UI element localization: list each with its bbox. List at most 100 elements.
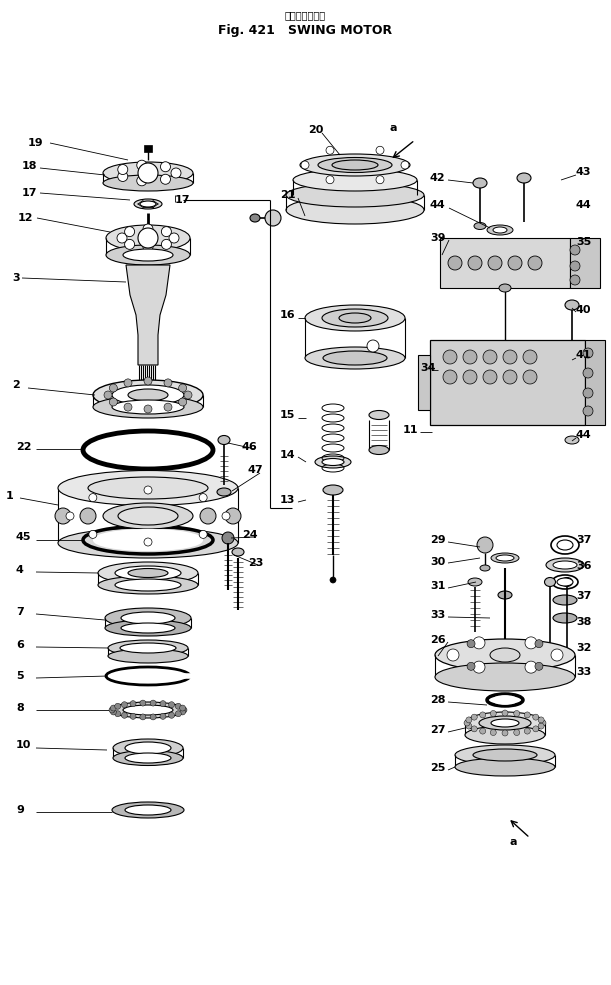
Circle shape <box>524 712 530 718</box>
Ellipse shape <box>435 663 575 691</box>
Ellipse shape <box>517 173 531 183</box>
Circle shape <box>140 714 146 720</box>
Ellipse shape <box>499 284 511 292</box>
Circle shape <box>514 710 520 716</box>
Ellipse shape <box>125 753 171 763</box>
Ellipse shape <box>103 175 193 191</box>
Text: 12: 12 <box>18 213 34 223</box>
Circle shape <box>143 224 153 234</box>
Text: 42: 42 <box>430 173 445 183</box>
Circle shape <box>525 637 537 649</box>
Circle shape <box>169 233 179 243</box>
Text: 37: 37 <box>576 535 591 545</box>
Circle shape <box>490 710 496 716</box>
Circle shape <box>525 661 537 673</box>
Circle shape <box>463 370 477 384</box>
Ellipse shape <box>473 178 487 188</box>
Circle shape <box>488 256 502 270</box>
Circle shape <box>125 227 134 236</box>
Circle shape <box>477 537 493 553</box>
Circle shape <box>468 256 482 270</box>
Ellipse shape <box>305 347 405 369</box>
Text: 8: 8 <box>16 703 24 713</box>
Text: 22: 22 <box>16 442 32 452</box>
Circle shape <box>164 379 172 387</box>
Text: 27: 27 <box>430 725 445 735</box>
Circle shape <box>535 662 543 671</box>
Circle shape <box>122 712 128 718</box>
Ellipse shape <box>557 540 573 550</box>
Circle shape <box>447 649 459 661</box>
Circle shape <box>122 701 128 707</box>
Circle shape <box>80 508 96 524</box>
Text: 33: 33 <box>576 667 591 677</box>
Text: 6: 6 <box>16 640 24 650</box>
Circle shape <box>150 700 156 706</box>
Circle shape <box>124 403 132 411</box>
Circle shape <box>169 701 175 707</box>
Text: 16: 16 <box>280 310 296 320</box>
Circle shape <box>89 493 97 501</box>
Text: 13: 13 <box>280 495 295 505</box>
Text: 28: 28 <box>430 695 445 705</box>
Ellipse shape <box>322 458 344 466</box>
Circle shape <box>503 350 517 364</box>
Circle shape <box>109 398 117 406</box>
Circle shape <box>583 406 593 416</box>
Text: 44: 44 <box>430 200 446 210</box>
Bar <box>440 238 570 288</box>
Ellipse shape <box>103 503 193 529</box>
Ellipse shape <box>103 162 193 184</box>
Circle shape <box>502 730 508 736</box>
Ellipse shape <box>300 154 410 176</box>
Ellipse shape <box>123 705 173 715</box>
Ellipse shape <box>369 445 389 454</box>
Circle shape <box>115 703 121 709</box>
Circle shape <box>473 661 485 673</box>
Circle shape <box>143 242 153 252</box>
Text: 20: 20 <box>308 125 323 135</box>
Ellipse shape <box>553 613 577 623</box>
Text: 46: 46 <box>242 442 258 452</box>
Text: 2: 2 <box>12 380 20 390</box>
Circle shape <box>130 700 136 706</box>
Circle shape <box>160 700 166 706</box>
Text: 9: 9 <box>16 805 24 815</box>
Circle shape <box>330 577 336 583</box>
Circle shape <box>124 379 132 387</box>
Ellipse shape <box>562 577 573 586</box>
Circle shape <box>480 728 486 734</box>
Circle shape <box>175 711 181 717</box>
Text: 40: 40 <box>576 305 591 315</box>
Ellipse shape <box>138 380 158 386</box>
Ellipse shape <box>315 456 351 468</box>
Circle shape <box>401 161 409 169</box>
Circle shape <box>483 370 497 384</box>
Circle shape <box>448 256 462 270</box>
Text: 43: 43 <box>576 167 591 177</box>
Ellipse shape <box>140 201 156 207</box>
Circle shape <box>89 530 97 539</box>
Circle shape <box>111 709 117 715</box>
Circle shape <box>200 508 216 524</box>
Circle shape <box>169 712 175 718</box>
Circle shape <box>524 728 530 734</box>
Ellipse shape <box>112 802 184 818</box>
Circle shape <box>583 348 593 358</box>
Circle shape <box>570 245 580 255</box>
Circle shape <box>301 161 309 169</box>
Bar <box>570 238 600 288</box>
Circle shape <box>443 350 457 364</box>
Text: 36: 36 <box>576 561 591 571</box>
Ellipse shape <box>479 716 531 730</box>
Circle shape <box>523 370 537 384</box>
Circle shape <box>502 710 508 716</box>
Text: 32: 32 <box>576 643 591 653</box>
Ellipse shape <box>318 158 392 172</box>
Circle shape <box>326 147 334 155</box>
Circle shape <box>367 340 379 352</box>
Text: 10: 10 <box>16 740 31 750</box>
Circle shape <box>222 532 234 544</box>
Text: 34: 34 <box>420 363 436 373</box>
Circle shape <box>118 171 128 181</box>
